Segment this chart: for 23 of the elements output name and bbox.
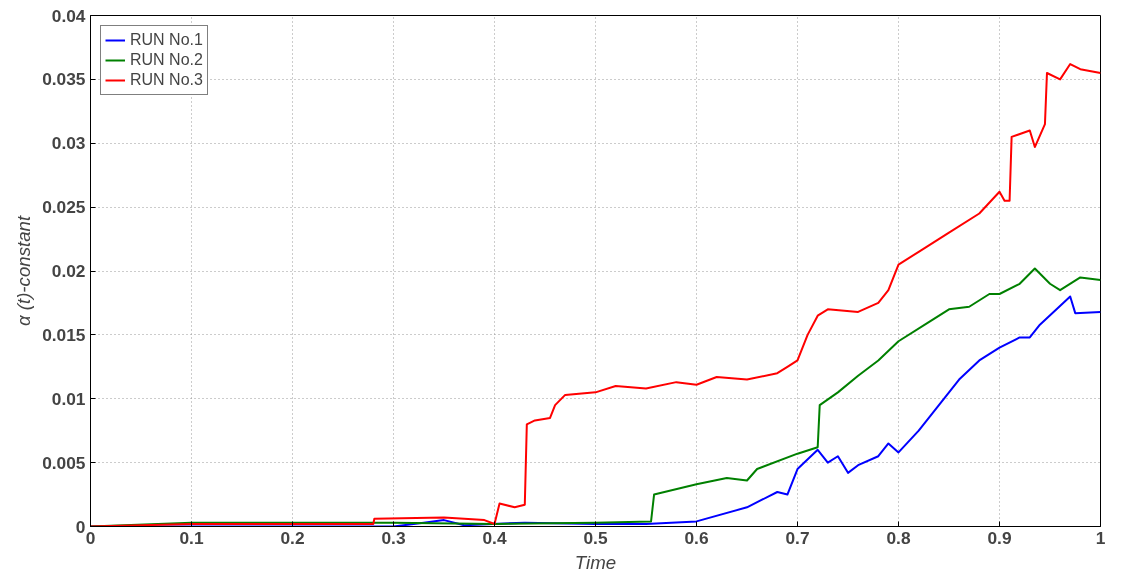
x-tick-label: 0.4 <box>482 527 507 548</box>
legend-label: RUN No.3 <box>130 71 203 89</box>
y-tick-label: 0.025 <box>42 197 86 218</box>
y-tick-label: 0.02 <box>51 261 86 281</box>
y-tick-label: 0.03 <box>51 133 86 154</box>
legend-label: RUN No.1 <box>130 31 203 49</box>
x-tick-label: 0.6 <box>684 527 709 548</box>
x-tick-label: 0.7 <box>785 527 810 548</box>
legend-label: RUN No.2 <box>130 51 203 69</box>
x-axis-title: Time <box>574 551 617 573</box>
y-tick-label: 0.04 <box>51 5 86 26</box>
x-tick-label: 0.2 <box>280 527 305 548</box>
y-tick-label: 0.015 <box>42 324 86 345</box>
x-tick-label: 0.1 <box>179 527 204 548</box>
x-tick-label: 0.8 <box>886 527 911 548</box>
y-tick-label: 0.01 <box>51 388 86 409</box>
x-tick-label: 0.9 <box>987 527 1012 548</box>
y-tick-label: 0.005 <box>42 452 86 473</box>
x-tick-label: 0.5 <box>583 527 608 548</box>
y-tick-label: 0.035 <box>42 69 86 90</box>
x-tick-label: 0.3 <box>381 527 406 548</box>
x-tick-label: 1 <box>1095 527 1106 548</box>
y-axis-title: α (t)-constant <box>13 215 35 327</box>
